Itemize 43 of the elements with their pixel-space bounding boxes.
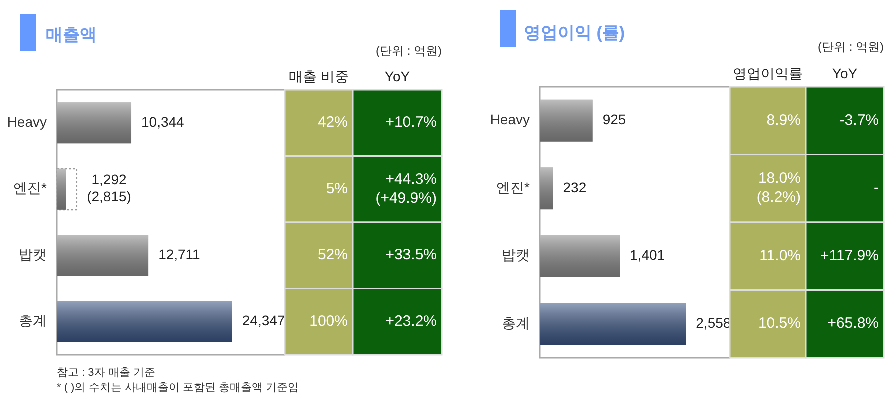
data-label: 1,401 xyxy=(630,247,666,264)
text: +44.3% (+49.9%) xyxy=(376,170,437,207)
data-label: 925 xyxy=(602,112,626,128)
y-tick-label: 엔진* xyxy=(14,180,48,196)
text: 100% xyxy=(310,312,348,330)
chart-title: 매출액 xyxy=(46,25,97,44)
text: 18.0% (8.2%) xyxy=(756,170,801,206)
category-label: YoY xyxy=(384,68,411,85)
text: 8.9% xyxy=(766,112,801,129)
text: 5% xyxy=(326,180,348,198)
data-label: 1,292 xyxy=(92,172,128,188)
data-label: 10,344 xyxy=(142,114,185,130)
data-label: 12,711 xyxy=(158,246,201,262)
y-tick-label: 총계 xyxy=(502,314,530,331)
text: 11.0% xyxy=(760,247,801,264)
text: +65.8% xyxy=(828,315,879,332)
y-tick-label: 엔진* xyxy=(496,179,531,196)
y-tick-label: 밥캣 xyxy=(502,247,530,264)
text: - xyxy=(874,180,879,197)
data-label: 2,558 xyxy=(696,314,732,331)
text: +10.7% xyxy=(386,114,437,132)
y-tick-label: 밥캣 xyxy=(19,246,47,262)
category-label: 영업이익률 xyxy=(733,66,803,82)
text: 참고 : 3자 매출 기준 xyxy=(57,367,156,379)
y-tick-label: 총계 xyxy=(19,312,47,329)
data-label: 232 xyxy=(563,179,587,196)
text: +23.2% xyxy=(386,312,437,330)
text: (단위 : 억원) xyxy=(376,44,442,58)
text: -3.7% xyxy=(840,112,879,129)
text: +117.9% xyxy=(820,247,879,264)
y-tick-label: Heavy xyxy=(7,114,47,130)
category-label: YoY xyxy=(832,66,858,82)
text: 52% xyxy=(318,246,348,264)
text: +33.5% xyxy=(386,246,437,264)
data-label: (2,815) xyxy=(87,188,132,205)
y-tick-label: Heavy xyxy=(490,112,530,128)
text: * ( )의 수치는 사내매출이 포함된 총매출액 기준임 xyxy=(57,382,299,394)
chart-title: 영업이익 (률) xyxy=(524,23,626,42)
text: 42% xyxy=(318,114,348,132)
text: (단위 : 억원) xyxy=(818,40,884,54)
category-label: 매출 비중 xyxy=(289,68,349,85)
data-label: 24,347 xyxy=(242,312,286,329)
text: 10.5% xyxy=(758,315,801,332)
